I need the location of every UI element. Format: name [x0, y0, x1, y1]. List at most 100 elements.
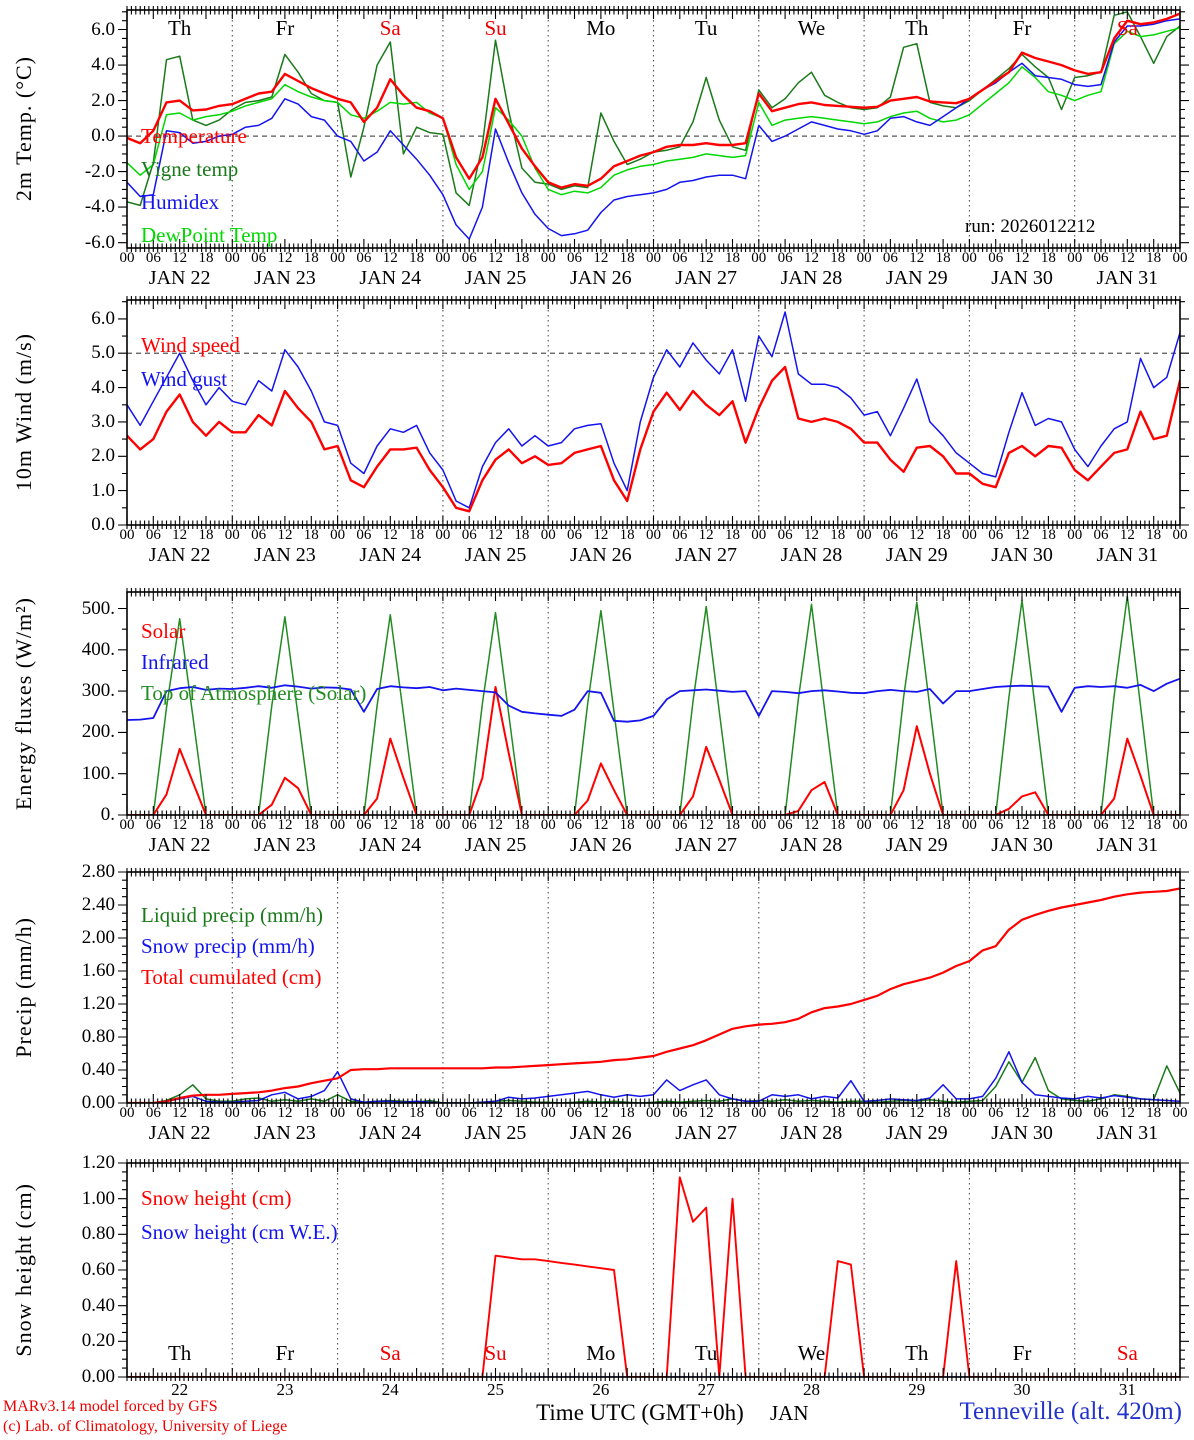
hour-tick-label: 06: [1093, 817, 1109, 833]
date-label: JAN 30: [991, 267, 1053, 289]
hour-tick-label: 18: [724, 817, 740, 833]
hour-tick-label: 06: [882, 250, 898, 266]
legend: Solar Infrared Top of Atmosphere (Solar): [141, 616, 366, 709]
day-name-labels: Th Fr Sa Su Mo Tu We Th Fr Sa: [127, 1341, 1180, 1367]
hour-tick-label: 12: [382, 250, 398, 266]
hour-tick-label: 00: [646, 1105, 661, 1121]
hour-tick-label: 00: [961, 1105, 977, 1121]
hour-tick-label: 00: [961, 527, 977, 543]
y-tick-label: -2.0: [84, 160, 115, 182]
hour-tick-label: 06: [988, 250, 1004, 266]
date-label: JAN 29: [885, 544, 948, 566]
hour-tick-label: 06: [1093, 250, 1109, 266]
hour-tick-label: 18: [935, 250, 951, 266]
date-label: JAN 22: [148, 834, 211, 856]
hour-tick-label: 06: [567, 817, 583, 833]
series-line-top-of-atmosphere-solar: [127, 595, 1180, 815]
hour-tick-label: 00: [961, 817, 977, 833]
hour-tick-label: 18: [1040, 527, 1056, 543]
hour-tick-label: 18: [724, 1105, 740, 1121]
hour-tick-label: 12: [1119, 250, 1135, 266]
day-number-label: 31: [1118, 1380, 1136, 1399]
plot-svg-2: [118, 588, 1189, 819]
hour-tick-label: 12: [1119, 817, 1135, 833]
day-name-label: Sa: [1116, 1341, 1138, 1365]
y-tick-label: 3.0: [91, 410, 115, 432]
hour-tick-label: 18: [935, 1105, 951, 1121]
day-name-label: We: [797, 1341, 826, 1365]
y-tick-label: 6.0: [91, 18, 115, 40]
hour-tick-label: 12: [1014, 527, 1030, 543]
hour-tick-label: 06: [145, 817, 161, 833]
y-tick-label: 0.40: [81, 1059, 115, 1080]
day-name-label: Th: [167, 1341, 192, 1365]
day-name-label: Th: [905, 16, 929, 40]
legend-entry: Humidex: [141, 190, 220, 214]
y-tick-label: 6.0: [91, 307, 115, 329]
y-tick-label: 0.80: [81, 1223, 115, 1245]
hour-tick-label: 12: [277, 1105, 293, 1121]
hour-tick-label: 12: [277, 817, 293, 833]
y-tick-label: -6.0: [84, 231, 115, 253]
hour-tick-labels: 00 06 12 18 00 06 12 18 00 06 12 18 00 06 12 18 00 06 12 18…: [120, 525, 1188, 545]
hour-tick-label: 06: [461, 1105, 477, 1121]
day-name-label: Su: [484, 16, 507, 40]
hour-tick-label: 06: [777, 250, 793, 266]
date-label: JAN 23: [254, 834, 316, 856]
y-tick-label: 0.80: [81, 1026, 115, 1047]
plot-frame: [126, 9, 1181, 249]
day-name-label: Mo: [586, 1341, 616, 1365]
hour-tick-label: 12: [803, 1105, 819, 1121]
plot-svg-1: [118, 296, 1189, 529]
hour-tick-label: 06: [356, 527, 372, 543]
y-tick-label: 5.0: [91, 342, 115, 364]
day-name-label: Su: [484, 1341, 507, 1365]
chart-panel-4: Snow height (cm) 1.20 1.00 0.80 0.60 0.40 0.20…: [0, 1152, 1194, 1425]
hour-tick-label: 00: [856, 817, 872, 833]
date-label: JAN 24: [359, 267, 422, 289]
hour-tick-label: 12: [277, 527, 293, 543]
hour-tick-label: 00: [646, 250, 661, 266]
hour-tick-label: 12: [172, 1105, 188, 1121]
plot-svg-4: [118, 1159, 1189, 1381]
plot-frame: [126, 1162, 1181, 1378]
hour-tick-label: 00: [1172, 527, 1188, 543]
legend-entry: Snow height (cm): [141, 1186, 292, 1210]
date-label: JAN 24: [359, 544, 422, 566]
hour-tick-label: 06: [356, 250, 372, 266]
date-label: JAN 25: [464, 834, 527, 856]
hour-tick-label: 12: [698, 1105, 714, 1121]
hour-tick-label: 06: [672, 250, 688, 266]
hour-tick-label: 06: [567, 1105, 583, 1121]
chart-panel-1: 10m Wind (m/s) 6.0 5.0 4.0 3.0 2.0 1.0 0.0 Wind …: [0, 296, 1194, 573]
hour-tick-label: 06: [672, 1105, 688, 1121]
hour-tick-label: 00: [435, 817, 451, 833]
hour-tick-label: 00: [435, 527, 451, 543]
hour-tick-label: 12: [382, 527, 398, 543]
hour-tick-label: 12: [909, 527, 925, 543]
y-tick-label: 500.: [81, 597, 115, 619]
date-label: JAN 29: [885, 834, 948, 856]
y-tick-label: 2.0: [91, 445, 115, 467]
hour-tick-labels: 00 06 12 18 00 06 12 18 00 06 12 18 00 06 12 18 00 06 12 18…: [120, 248, 1188, 268]
legend: Wind speed Wind gust: [141, 328, 240, 396]
date-labels: JAN 22 JAN 23 JAN 24 JAN 25 JAN 26 JAN 27 JAN …: [127, 544, 1180, 570]
day-name-label: Fr: [275, 16, 295, 40]
month-label: JAN: [770, 1401, 809, 1425]
footer: MARv3.14 model forced by GFS (c) Lab. of…: [0, 1396, 1194, 1440]
legend-entry: Top of Atmosphere (Solar): [141, 681, 367, 705]
hour-tick-label: 06: [988, 817, 1004, 833]
hour-tick-label: 00: [1067, 1105, 1083, 1121]
hour-tick-label: 00: [856, 250, 872, 266]
series-line-total-cumulated: [127, 887, 1180, 1103]
day-name-label: Fr: [1012, 16, 1032, 40]
hour-tick-label: 12: [1014, 817, 1030, 833]
date-labels: JAN 22 JAN 23 JAN 24 JAN 25 JAN 26 JAN 27 JAN …: [127, 834, 1180, 860]
date-label: JAN 31: [1096, 834, 1159, 856]
hour-tick-label: 00: [330, 1105, 346, 1121]
y-tick-label: 1.20: [81, 1152, 115, 1173]
date-label: JAN 27: [675, 1122, 737, 1144]
legend-entry: DewPoint Temp: [141, 223, 278, 247]
legend-entry: Liquid precip (mm/h): [141, 903, 323, 927]
y-tick-labels: 6.0 4.0 2.0 0.0 -2.0 -4.0 -6.0: [0, 10, 127, 253]
